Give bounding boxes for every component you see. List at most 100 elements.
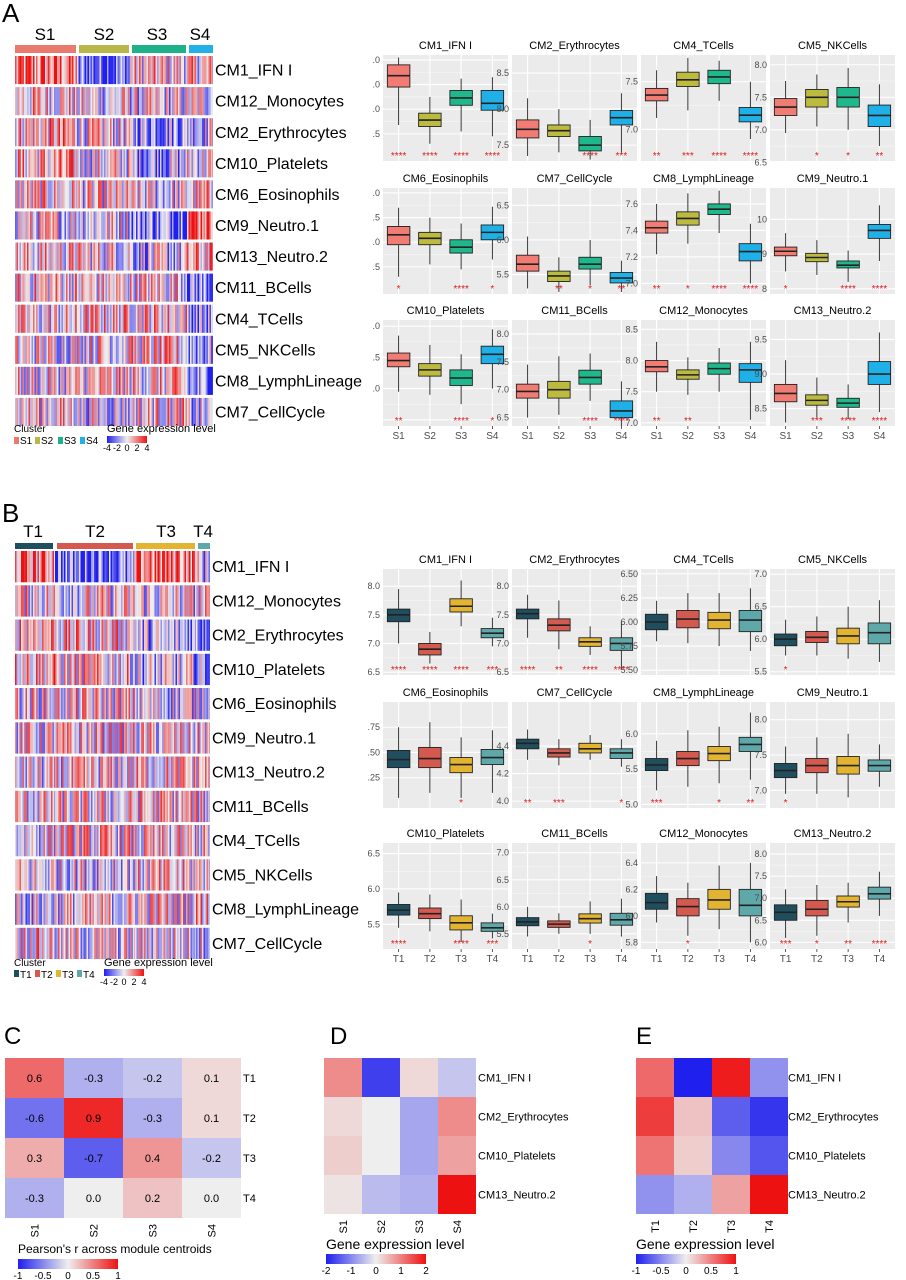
heatmap-cell xyxy=(77,304,79,333)
heatmap-cell xyxy=(122,825,125,857)
heatmap-cell xyxy=(21,87,23,116)
heatmap-cell xyxy=(172,859,175,891)
heatmap-cell xyxy=(81,366,84,395)
heatmap-cell xyxy=(107,304,109,333)
heatmap-cell xyxy=(130,722,132,754)
heatmap-cell xyxy=(122,688,125,720)
heatmap-cell xyxy=(208,619,210,651)
significance-marker: * xyxy=(815,151,819,162)
heatmap-cell xyxy=(61,825,63,857)
heatmap-cell xyxy=(145,87,147,116)
heatmap-cell xyxy=(212,87,213,116)
heatmap-cell xyxy=(110,551,113,583)
heatmap-cell xyxy=(172,87,174,116)
heatmap-cell xyxy=(184,722,187,754)
heatmap-cell xyxy=(21,585,23,617)
heatmap-cell xyxy=(36,756,38,788)
heatmap-cell xyxy=(160,366,162,395)
heatmap-cell xyxy=(48,397,50,426)
heatmap-cell xyxy=(187,56,189,85)
heatmap-cell xyxy=(77,56,79,85)
y-tick-label: 7.2 xyxy=(625,252,638,262)
heatmap-cell xyxy=(83,859,86,891)
heatmap-cell xyxy=(117,273,120,302)
heatmap-cell xyxy=(40,149,43,178)
heatmap-cell xyxy=(51,722,53,754)
heatmap-cell xyxy=(209,893,210,925)
heatmap-cell xyxy=(16,825,19,857)
heatmap-cell xyxy=(67,242,70,271)
heatmap-cell xyxy=(203,56,206,85)
heatmap-cell xyxy=(189,653,191,686)
heatmap-cell xyxy=(101,56,103,85)
heatmap-cell xyxy=(69,87,71,116)
heatmap-cell xyxy=(37,688,40,720)
heatmap-cell xyxy=(197,825,200,857)
heatmap-cell xyxy=(92,335,94,364)
heatmap-cell xyxy=(195,927,197,959)
heatmap-cell xyxy=(111,366,114,395)
heatmap-cell xyxy=(192,756,194,788)
heatmap-cell xyxy=(152,118,155,147)
heatmap-cell xyxy=(60,242,62,271)
heatmap-cell xyxy=(58,87,61,116)
heatmap-cell xyxy=(212,304,213,333)
legend-tick: 0.5 xyxy=(704,1266,718,1277)
boxplot-title: CM5_NKCells xyxy=(798,40,868,52)
heatmap-cell xyxy=(18,304,20,333)
heatmap-cell xyxy=(71,893,74,925)
heatmap-cell xyxy=(186,551,188,583)
boxplot-title: CM6_Eosinophils xyxy=(403,173,489,185)
heatmap-cell xyxy=(93,56,96,85)
heatmap-cell xyxy=(166,722,169,754)
heatmap-cell xyxy=(140,87,143,116)
heatmap-cell xyxy=(124,688,126,720)
heatmap-cell xyxy=(70,790,72,823)
heatmap-cell xyxy=(87,335,90,364)
x-tick-label: T4 xyxy=(874,954,886,965)
heatmap-cell xyxy=(93,211,96,240)
heatmap-cell xyxy=(86,242,88,271)
heatmap-cell xyxy=(125,211,127,240)
heatmap-cell xyxy=(40,893,43,925)
heatmap-cell xyxy=(200,56,203,85)
significance-marker: * xyxy=(619,798,623,809)
heatmap-cell xyxy=(94,790,96,823)
heatmap-cell xyxy=(46,149,49,178)
boxplot-box xyxy=(805,89,829,108)
heatmap-e-legend-title: Gene expression level xyxy=(636,1236,775,1252)
heatmap-cell xyxy=(182,397,185,426)
heatmap-cell xyxy=(61,87,64,116)
heatmap-cell xyxy=(202,756,204,788)
heatmap-cell xyxy=(34,366,37,395)
heatmap-cell xyxy=(19,149,22,178)
heatmap-cell xyxy=(111,56,114,85)
heatmap-cell xyxy=(42,118,44,147)
heatmap-cell xyxy=(133,653,135,686)
heatmap-cell xyxy=(28,211,31,240)
heatmap-cell xyxy=(25,927,28,959)
legend-gradient xyxy=(18,1259,118,1269)
heatmap-cell xyxy=(163,242,165,271)
heatmap-cell xyxy=(42,688,44,720)
y-tick-label: 7.0 xyxy=(367,639,380,649)
heatmap-cell xyxy=(176,273,179,302)
heatmap-cell xyxy=(63,211,65,240)
heatmap-cell xyxy=(110,56,112,85)
heatmap-cell xyxy=(81,211,84,240)
heatmap-tile xyxy=(400,1136,438,1175)
heatmap-cell xyxy=(126,304,129,333)
heatmap-cell xyxy=(205,366,207,395)
heatmap-cell xyxy=(51,56,53,85)
heatmap-cell xyxy=(31,551,34,583)
heatmap-cell xyxy=(83,585,86,617)
heatmap-cell xyxy=(142,825,145,857)
heatmap-cell xyxy=(33,397,35,426)
heatmap-cell xyxy=(80,211,82,240)
heatmap-cell xyxy=(83,619,86,651)
boxplot-box xyxy=(480,90,505,111)
heatmap-cell xyxy=(52,756,55,788)
cluster-label-s1: S1 xyxy=(35,25,56,44)
heatmap-cell xyxy=(67,118,70,147)
heatmap-row-label: CM8_LymphLineage xyxy=(215,374,362,391)
